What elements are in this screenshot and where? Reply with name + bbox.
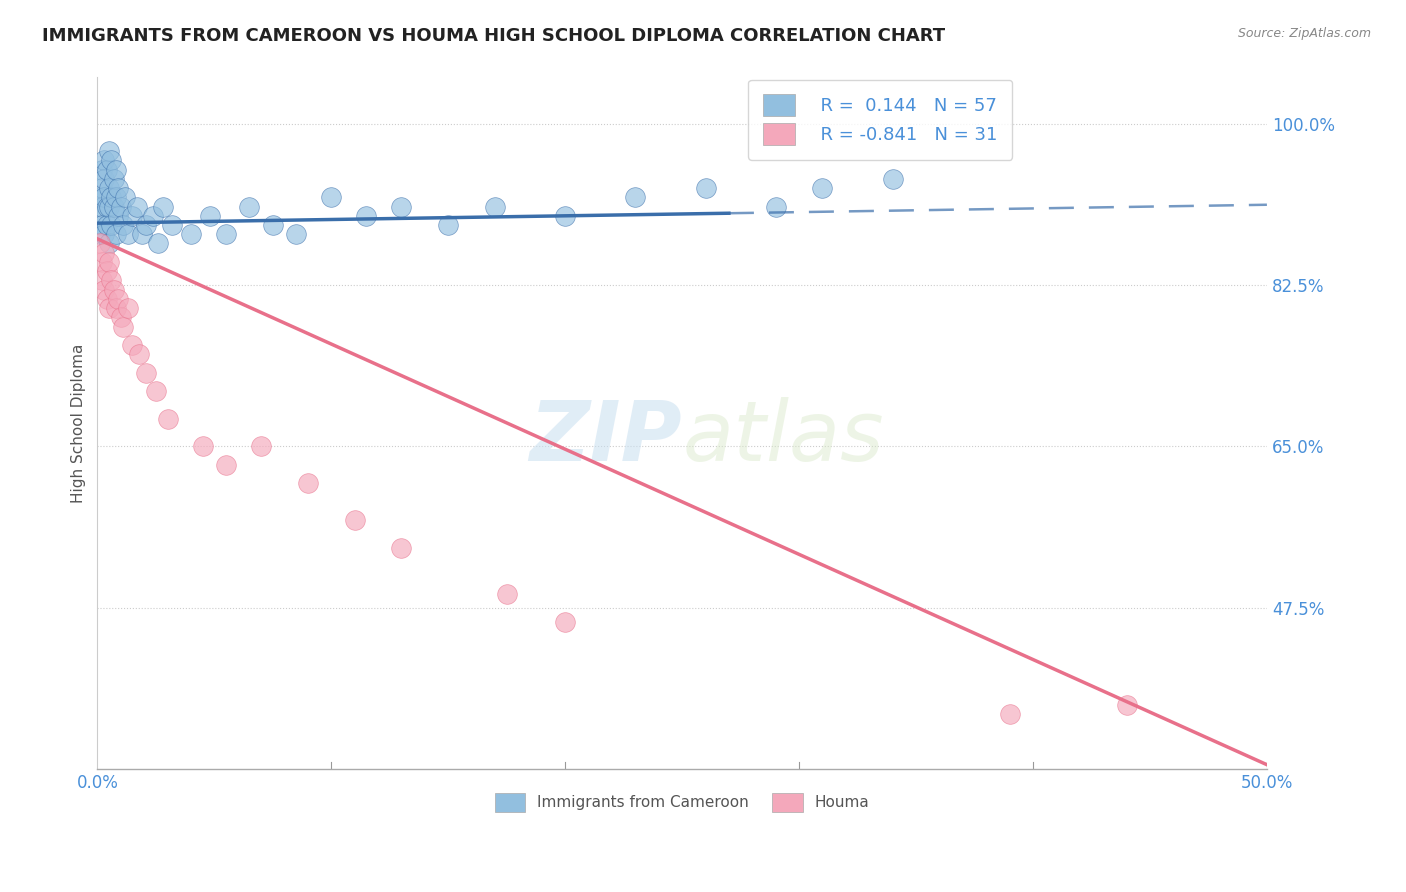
- Point: [554, 209, 576, 223]
- Point: [93, 227, 115, 242]
- Point: [811, 181, 834, 195]
- Point: [262, 218, 284, 232]
- Y-axis label: High School Diploma: High School Diploma: [72, 343, 86, 503]
- Point: [96, 292, 118, 306]
- Point: [96, 264, 118, 278]
- Point: [100, 218, 122, 232]
- Text: atlas: atlas: [682, 397, 884, 478]
- Point: [250, 439, 273, 453]
- Point: [98, 236, 121, 251]
- Point: [156, 411, 179, 425]
- Point: [105, 162, 128, 177]
- Point: [93, 153, 115, 168]
- Point: [128, 347, 150, 361]
- Point: [91, 273, 114, 287]
- Point: [91, 162, 114, 177]
- Point: [882, 172, 904, 186]
- Point: [1115, 698, 1137, 712]
- Point: [191, 439, 214, 453]
- Point: [180, 227, 202, 242]
- Text: ZIP: ZIP: [530, 397, 682, 478]
- Point: [356, 209, 378, 223]
- Point: [107, 181, 129, 195]
- Point: [107, 292, 129, 306]
- Point: [89, 190, 111, 204]
- Point: [114, 190, 136, 204]
- Point: [127, 200, 149, 214]
- Point: [98, 301, 121, 315]
- Point: [100, 273, 122, 287]
- Point: [160, 218, 183, 232]
- Point: [103, 172, 125, 186]
- Point: [146, 236, 169, 251]
- Text: Source: ZipAtlas.com: Source: ZipAtlas.com: [1237, 27, 1371, 40]
- Point: [105, 190, 128, 204]
- Point: [89, 227, 111, 242]
- Point: [103, 283, 125, 297]
- Point: [695, 181, 717, 195]
- Point: [93, 190, 115, 204]
- Point: [91, 181, 114, 195]
- Point: [98, 181, 121, 195]
- Point: [105, 301, 128, 315]
- Point: [117, 227, 139, 242]
- Point: [998, 706, 1021, 721]
- Point: [98, 255, 121, 269]
- Point: [107, 209, 129, 223]
- Point: [89, 209, 111, 223]
- Legend: Immigrants from Cameroon, Houma: Immigrants from Cameroon, Houma: [482, 780, 882, 824]
- Point: [96, 218, 118, 232]
- Point: [98, 145, 121, 159]
- Point: [238, 200, 260, 214]
- Point: [145, 384, 167, 398]
- Point: [98, 200, 121, 214]
- Point: [554, 615, 576, 629]
- Point: [391, 541, 413, 555]
- Point: [142, 209, 165, 223]
- Text: IMMIGRANTS FROM CAMEROON VS HOUMA HIGH SCHOOL DIPLOMA CORRELATION CHART: IMMIGRANTS FROM CAMEROON VS HOUMA HIGH S…: [42, 27, 945, 45]
- Point: [93, 172, 115, 186]
- Point: [91, 200, 114, 214]
- Point: [152, 200, 174, 214]
- Point: [121, 338, 143, 352]
- Point: [91, 255, 114, 269]
- Point: [110, 200, 132, 214]
- Point: [131, 227, 153, 242]
- Point: [198, 209, 221, 223]
- Point: [135, 366, 157, 380]
- Point: [112, 218, 135, 232]
- Point: [215, 227, 238, 242]
- Point: [135, 218, 157, 232]
- Point: [391, 200, 413, 214]
- Point: [103, 200, 125, 214]
- Point: [297, 476, 319, 491]
- Point: [105, 227, 128, 242]
- Point: [121, 209, 143, 223]
- Point: [93, 245, 115, 260]
- Point: [765, 200, 787, 214]
- Point: [91, 218, 114, 232]
- Point: [624, 190, 647, 204]
- Point: [89, 236, 111, 251]
- Point: [96, 200, 118, 214]
- Point: [96, 162, 118, 177]
- Point: [437, 218, 460, 232]
- Point: [495, 587, 517, 601]
- Point: [215, 458, 238, 472]
- Point: [343, 513, 366, 527]
- Point: [285, 227, 308, 242]
- Point: [321, 190, 343, 204]
- Point: [100, 153, 122, 168]
- Point: [93, 283, 115, 297]
- Point: [484, 200, 506, 214]
- Point: [117, 301, 139, 315]
- Point: [110, 310, 132, 325]
- Point: [112, 319, 135, 334]
- Point: [100, 190, 122, 204]
